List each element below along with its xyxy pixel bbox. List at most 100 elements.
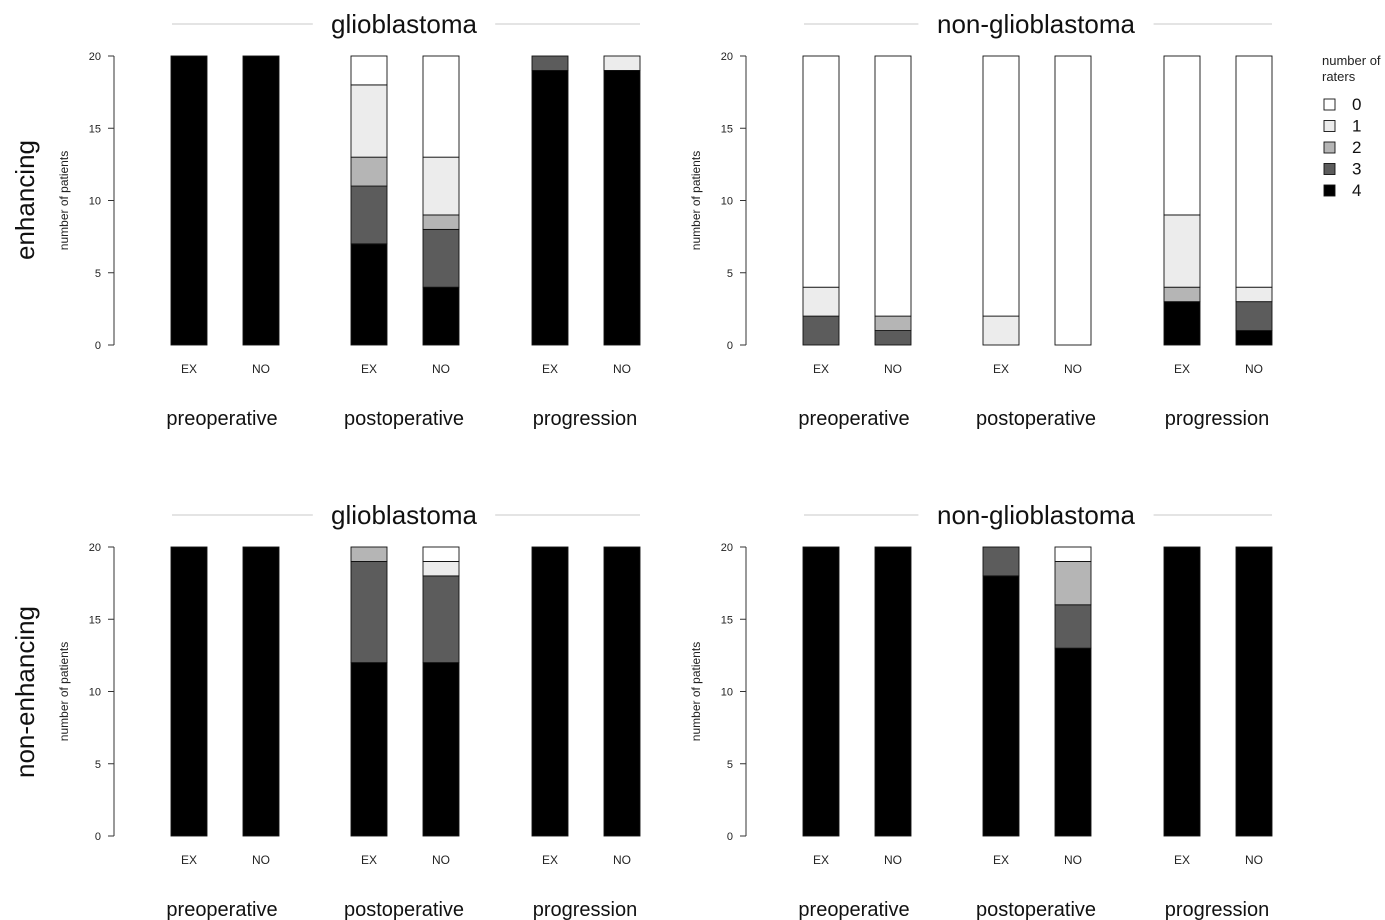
x-tick-label-no: NO [1245, 362, 1263, 376]
bar-segment-raters-0 [802, 55, 840, 288]
panel-enhancing-non-glioblastoma: non-glioblastoma 0 5 10 15 20 number of patien… [689, 9, 1273, 430]
x-tick-label-no: NO [432, 853, 450, 867]
bar-segment-raters-4 [242, 55, 280, 346]
x-tick-label-no: NO [252, 362, 270, 376]
x-tick-label-no: NO [613, 362, 631, 376]
panel-non-enhancing-non-glioblastoma: non-glioblastoma 0 5 10 15 20 number of patien… [689, 500, 1273, 920]
y-tick-label: 20 [721, 542, 733, 554]
bar-segment-raters-4 [350, 662, 388, 837]
bar-segment-raters-4 [1054, 647, 1092, 837]
y-tick-label: 0 [95, 831, 101, 843]
bar-segment-raters-4 [350, 243, 388, 346]
bar-segment-raters-0 [422, 546, 460, 562]
group-label-preoperative: preoperative [166, 899, 277, 920]
bar-segment-raters-2 [422, 214, 460, 230]
bar-segment-raters-0 [350, 55, 388, 86]
group-label-progression: progression [533, 408, 638, 430]
bar-segment-raters-3 [874, 330, 912, 346]
bar-segment-raters-4 [1235, 546, 1273, 837]
x-tick-label-no: NO [1064, 362, 1082, 376]
row-label-enhancing: enhancing [10, 140, 40, 260]
bar-segment-raters-1 [350, 84, 388, 158]
bar-segment-raters-1 [422, 156, 460, 216]
y-tick-label: 0 [727, 340, 733, 352]
bar-segment-raters-1 [802, 286, 840, 317]
y-axis-label: number of patients [689, 642, 703, 741]
y-tick-label: 15 [721, 614, 733, 626]
x-tick-label-ex: EX [993, 853, 1009, 867]
x-tick-label-no: NO [613, 853, 631, 867]
bar-segment-raters-1 [1163, 214, 1201, 288]
y-tick-label: 10 [721, 196, 733, 208]
y-tick-label: 10 [89, 196, 101, 208]
bar-segment-raters-4 [802, 546, 840, 837]
legend-title-line-1: number of [1322, 53, 1381, 68]
x-tick-label-ex: EX [361, 362, 377, 376]
bar-segment-raters-4 [874, 546, 912, 837]
y-tick-label: 20 [89, 51, 101, 63]
legend-label-0: 0 [1352, 95, 1361, 114]
bar-segment-raters-4 [422, 286, 460, 346]
y-tick-label: 15 [721, 123, 733, 135]
group-label-preoperative: preoperative [798, 408, 909, 430]
bar-segment-raters-0 [422, 55, 460, 158]
x-tick-label-no: NO [252, 853, 270, 867]
legend-swatch-1 [1323, 120, 1336, 132]
bar-segment-raters-3 [1235, 301, 1273, 331]
legend-title-line-2: raters [1322, 69, 1356, 84]
group-label-postoperative: postoperative [344, 899, 464, 920]
bar-segment-raters-4 [170, 546, 208, 837]
y-tick-label: 5 [95, 268, 101, 280]
legend-label-4: 4 [1352, 181, 1361, 200]
legend-swatch-3 [1323, 163, 1336, 175]
group-label-postoperative: postoperative [976, 408, 1096, 430]
x-tick-label-ex: EX [1174, 853, 1190, 867]
x-tick-label-no: NO [884, 853, 902, 867]
x-tick-label-ex: EX [813, 362, 829, 376]
bar-segment-raters-1 [422, 560, 460, 577]
y-tick-label: 10 [89, 687, 101, 699]
bar-segment-raters-4 [1163, 546, 1201, 837]
x-tick-label-ex: EX [993, 362, 1009, 376]
bar-segment-raters-4 [422, 662, 460, 837]
x-tick-label-no: NO [884, 362, 902, 376]
bar-segment-raters-4 [170, 55, 208, 346]
legend-label-3: 3 [1352, 160, 1361, 179]
bar-segment-raters-4 [603, 69, 641, 346]
x-tick-label-no: NO [1245, 853, 1263, 867]
legend-label-2: 2 [1352, 138, 1361, 157]
bar-segment-raters-4 [603, 546, 641, 837]
x-tick-label-ex: EX [181, 362, 197, 376]
bar-segment-raters-3 [1054, 604, 1092, 649]
x-tick-label-ex: EX [813, 853, 829, 867]
bar-segment-raters-4 [1163, 301, 1201, 346]
y-axis-label: number of patients [57, 642, 71, 741]
group-label-progression: progression [1165, 408, 1270, 430]
legend-swatch-2 [1323, 141, 1336, 154]
y-tick-label: 15 [89, 123, 101, 135]
x-tick-label-ex: EX [1174, 362, 1190, 376]
y-tick-label: 20 [89, 542, 101, 554]
bar-segment-raters-3 [350, 560, 388, 664]
y-tick-label: 10 [721, 687, 733, 699]
y-tick-label: 5 [95, 759, 101, 771]
bar-segment-raters-2 [874, 315, 912, 332]
row-label-non-enhancing: non-enhancing [10, 606, 40, 778]
bar-segment-raters-2 [350, 546, 388, 562]
bar-segment-raters-2 [1054, 560, 1092, 606]
x-tick-label-ex: EX [361, 853, 377, 867]
x-tick-label-ex: EX [181, 853, 197, 867]
group-label-preoperative: preoperative [798, 899, 909, 920]
bar-segment-raters-4 [531, 69, 569, 346]
panel-title: glioblastoma [331, 500, 478, 530]
legend-label-1: 1 [1352, 117, 1361, 136]
x-tick-label-ex: EX [542, 853, 558, 867]
bar-segment-raters-0 [1163, 55, 1201, 216]
group-label-postoperative: postoperative [344, 408, 464, 430]
y-tick-label: 15 [89, 614, 101, 626]
panel-non-enhancing-glioblastoma: glioblastoma 0 5 10 15 20 number of patients EX… [57, 500, 641, 920]
y-axis-label: number of patients [689, 151, 703, 250]
bar-segment-raters-3 [802, 315, 840, 346]
bar-segment-raters-4 [1235, 330, 1273, 346]
